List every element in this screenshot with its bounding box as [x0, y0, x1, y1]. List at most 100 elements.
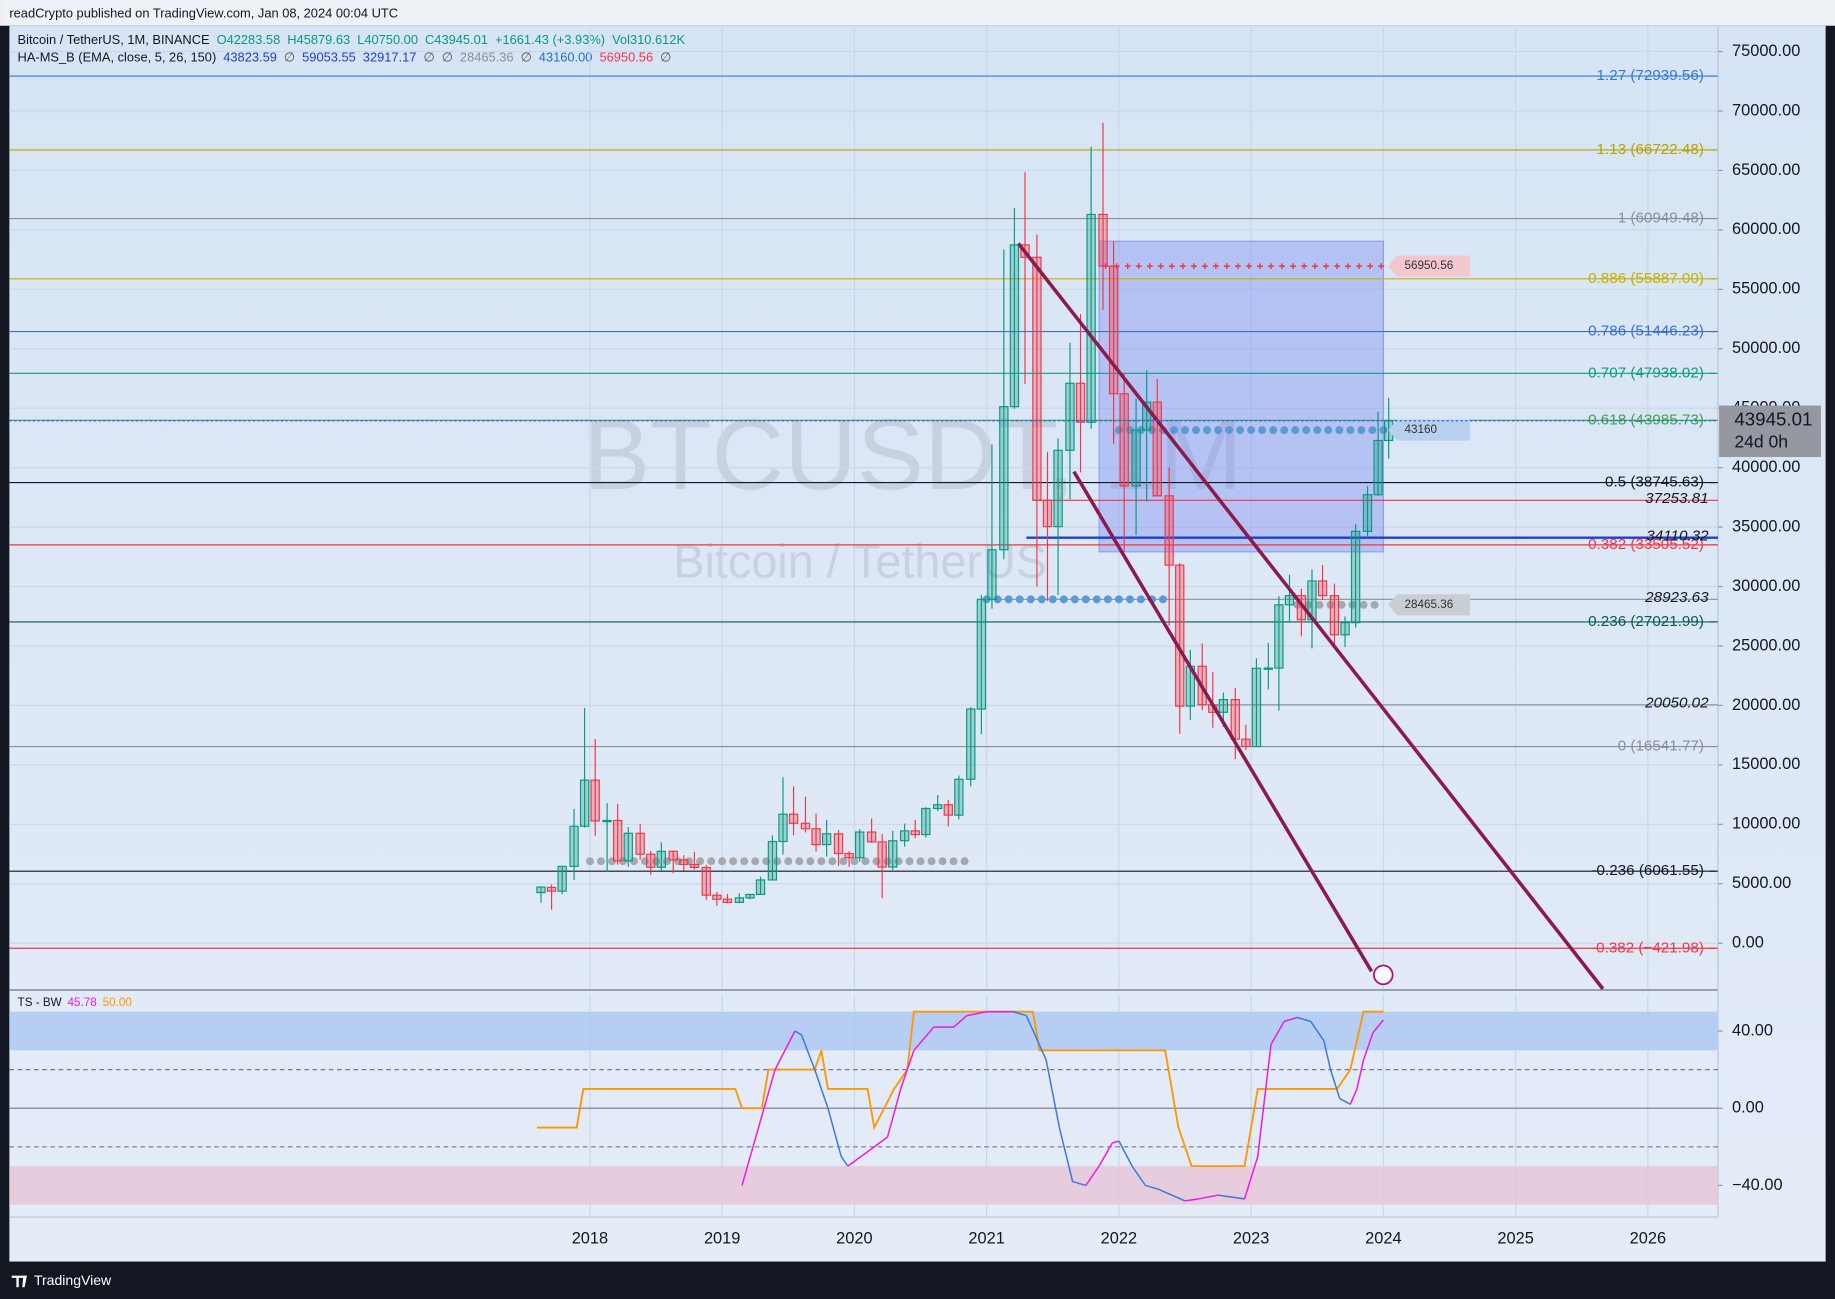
- plus-marker: [1190, 263, 1197, 270]
- dot-marker: [1059, 595, 1068, 604]
- candle-body: [1065, 382, 1075, 451]
- candle-body: [635, 832, 645, 855]
- candle-body: [966, 708, 976, 780]
- candle-body: [579, 779, 590, 827]
- candle-body: [745, 893, 755, 899]
- candle-body: [656, 850, 667, 868]
- dot-marker: [707, 857, 716, 866]
- candle-body: [921, 807, 931, 836]
- candle-body: [800, 822, 811, 830]
- osc-line-segment: [1283, 1016, 1298, 1023]
- osc-line-segment: [1012, 1010, 1027, 1017]
- y-tick-label: 55000.00: [1732, 280, 1800, 298]
- osc-band: [9, 1166, 1718, 1205]
- candle-body: [1075, 382, 1086, 423]
- candle-body: [569, 825, 579, 867]
- candle-body: [910, 830, 920, 836]
- dot-marker: [596, 857, 605, 866]
- candle-body: [888, 840, 898, 868]
- plus-marker: [1323, 263, 1330, 270]
- dot-marker: [1359, 600, 1368, 609]
- osc-line-segment: [1025, 1015, 1047, 1061]
- osc-line-segment: [1058, 1127, 1074, 1182]
- dot-marker: [927, 857, 936, 866]
- fib-label: 0.886 (55887.00): [1588, 270, 1704, 287]
- dot-marker: [1026, 595, 1035, 604]
- osc-line-segment: [1098, 1142, 1113, 1167]
- osc-legend-value: 50.00: [103, 996, 133, 1009]
- legend-ohlc: H45879.63: [287, 32, 350, 47]
- legend-ohlc: L40750.00: [357, 32, 418, 47]
- osc-line-segment: [873, 1136, 888, 1148]
- candle-body: [1241, 738, 1251, 748]
- osc-line-segment: [827, 1108, 842, 1157]
- candle-body: [1098, 213, 1108, 267]
- y-tick-label: 20000.00: [1732, 696, 1800, 714]
- candle-body: [755, 879, 766, 896]
- dot-marker: [1315, 600, 1324, 609]
- tag-box: [1388, 255, 1470, 277]
- osc-line-segment: [1145, 1184, 1159, 1191]
- candle-body: [1175, 564, 1185, 707]
- dot-marker: [861, 857, 870, 866]
- legend-indicator-value: 43160.00: [539, 50, 593, 65]
- watermark-name: Bitcoin / TetherUS: [673, 536, 1047, 588]
- candle-body: [1119, 393, 1129, 487]
- osc-line-segment: [1045, 1059, 1061, 1128]
- dot-marker: [806, 857, 815, 866]
- dot-marker: [652, 857, 661, 866]
- candle-body: [1009, 244, 1020, 408]
- dot-marker: [1181, 426, 1189, 435]
- candle-body: [668, 850, 678, 861]
- osc-legend-value: 45.78: [68, 996, 97, 1009]
- osc-line-segment: [741, 1069, 776, 1186]
- dot-marker: [1170, 426, 1178, 435]
- plus-marker: [1378, 263, 1385, 270]
- candle-body: [821, 833, 832, 846]
- osc-line-segment: [1372, 1019, 1384, 1034]
- candle-body: [1108, 265, 1119, 395]
- dot-marker: [1357, 426, 1366, 435]
- candle-body: [646, 853, 656, 868]
- plus-marker: [1279, 263, 1285, 270]
- alert-icon: [1373, 964, 1394, 986]
- osc-line-segment: [1184, 1198, 1199, 1202]
- candle-body: [1230, 699, 1240, 740]
- osc-line-segment: [1356, 1059, 1365, 1090]
- dot-marker: [1370, 600, 1379, 609]
- fib-label: 1.13 (66722.48): [1597, 141, 1704, 158]
- plus-marker: [1146, 263, 1153, 270]
- osc-line-segment: [1310, 1020, 1325, 1042]
- legend-indicator-value: 56950.56: [599, 50, 653, 65]
- plus-marker: [1234, 263, 1241, 270]
- candle-body: [701, 866, 711, 896]
- dot-marker: [982, 595, 991, 604]
- x-tick-label: 2026: [1630, 1230, 1666, 1248]
- candle-body: [855, 831, 865, 859]
- dot-marker: [1114, 426, 1123, 435]
- dot-marker: [817, 857, 826, 866]
- dot-marker: [729, 857, 738, 866]
- osc-tick-label: −40.00: [1732, 1176, 1783, 1194]
- y-tick-label: 30000.00: [1732, 577, 1800, 595]
- dot-marker: [1136, 595, 1145, 604]
- plus-marker: [1212, 263, 1219, 270]
- legend-indicator-value: ∅: [442, 50, 453, 65]
- dot-marker: [1114, 595, 1123, 604]
- y-tick-label: 10000.00: [1732, 815, 1800, 833]
- osc-tick-label: 0.00: [1732, 1099, 1764, 1117]
- channel-line: [1072, 470, 1373, 973]
- osc-line-segment: [800, 1034, 816, 1070]
- plus-marker: [1290, 263, 1296, 270]
- dot-marker: [1103, 595, 1112, 604]
- legend-ohlc: Vol310.612K: [612, 32, 685, 47]
- plus-marker: [1312, 263, 1318, 270]
- osc-line-segment: [1217, 1194, 1245, 1200]
- candle-body: [811, 828, 821, 846]
- dot-marker: [696, 857, 705, 866]
- x-tick-label: 2021: [968, 1230, 1004, 1248]
- candle-body: [613, 819, 623, 862]
- dot-marker: [619, 857, 627, 866]
- plus-marker: [1268, 263, 1274, 270]
- dot-marker: [1015, 595, 1024, 604]
